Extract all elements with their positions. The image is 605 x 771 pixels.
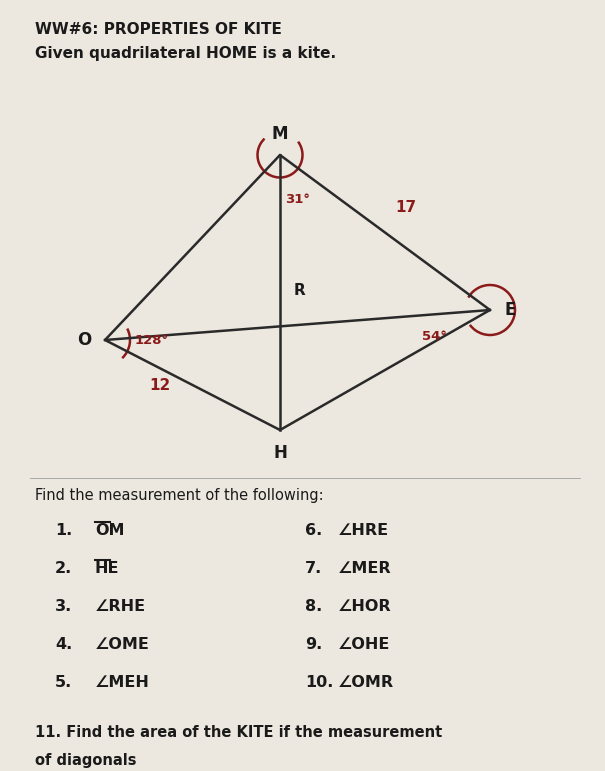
Text: E: E [504,301,515,319]
Text: OM: OM [95,523,125,538]
Text: Given quadrilateral HOME is a kite.: Given quadrilateral HOME is a kite. [35,46,336,61]
Text: of diagonals: of diagonals [35,753,137,768]
Text: 31°: 31° [285,193,310,206]
Text: R: R [294,283,306,298]
Text: 2.: 2. [55,561,72,576]
Text: O: O [77,331,91,349]
Text: 4.: 4. [55,637,72,652]
Text: Find the measurement of the following:: Find the measurement of the following: [35,488,324,503]
Text: 7.: 7. [305,561,322,576]
Text: HE: HE [95,561,120,576]
Text: 10.: 10. [305,675,333,690]
Text: 17: 17 [395,200,416,214]
Text: WW#6: PROPERTIES OF KITE: WW#6: PROPERTIES OF KITE [35,22,282,37]
Text: ∠OHE: ∠OHE [338,637,390,652]
Text: ∠OMR: ∠OMR [338,675,394,690]
Text: M: M [272,125,288,143]
Text: ∠OME: ∠OME [95,637,150,652]
Text: H: H [273,444,287,462]
Text: ∠RHE: ∠RHE [95,599,146,614]
Text: 9.: 9. [305,637,322,652]
Text: 128°: 128° [135,334,169,346]
Text: 54°: 54° [422,330,447,343]
Text: ∠MEH: ∠MEH [95,675,150,690]
Text: ∠HOR: ∠HOR [338,599,391,614]
Text: 3.: 3. [55,599,72,614]
Text: 8.: 8. [305,599,322,614]
Text: ∠HRE: ∠HRE [338,523,389,538]
Text: 6.: 6. [305,523,322,538]
Text: 11. Find the area of the KITE if the measurement: 11. Find the area of the KITE if the mea… [35,725,442,740]
Text: 12: 12 [149,378,171,392]
Text: ∠MER: ∠MER [338,561,391,576]
Text: 1.: 1. [55,523,72,538]
Text: 5.: 5. [55,675,72,690]
